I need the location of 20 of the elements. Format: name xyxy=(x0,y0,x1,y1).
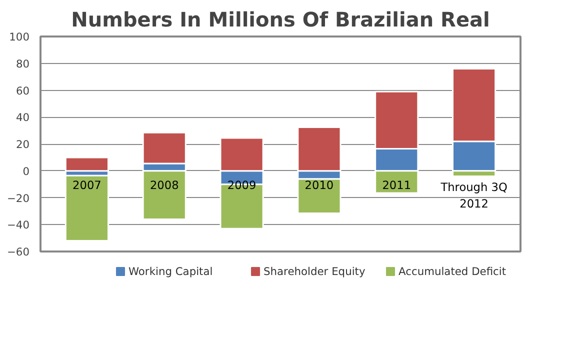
x-tick-label: 2010 xyxy=(304,178,334,192)
legend-label: Accumulated Deficit xyxy=(398,265,506,278)
y-tick-label: −60 xyxy=(7,246,30,258)
chart-title: Numbers In Millions Of Brazilian Real xyxy=(71,8,490,32)
legend-label: Shareholder Equity xyxy=(264,265,366,278)
y-tick-label: 60 xyxy=(16,84,30,98)
x-tick-label: 2007 xyxy=(72,178,102,192)
y-tick-label: 40 xyxy=(16,111,30,124)
y-tick-label: −20 xyxy=(7,192,30,205)
y-tick-label: 100 xyxy=(9,30,30,44)
x-tick-label: Through 3Q 2012 xyxy=(440,180,508,211)
legend-label: Working Capital xyxy=(128,265,213,278)
y-tick-label: 80 xyxy=(16,57,30,70)
bar xyxy=(64,174,109,242)
bar xyxy=(64,156,109,172)
y-tick-label: −40 xyxy=(7,218,30,232)
x-tick-label: 2008 xyxy=(150,178,179,192)
x-tick-label: 2011 xyxy=(382,178,412,192)
y-tick-label: 0 xyxy=(22,164,30,178)
y-tick-label: 20 xyxy=(16,138,30,151)
